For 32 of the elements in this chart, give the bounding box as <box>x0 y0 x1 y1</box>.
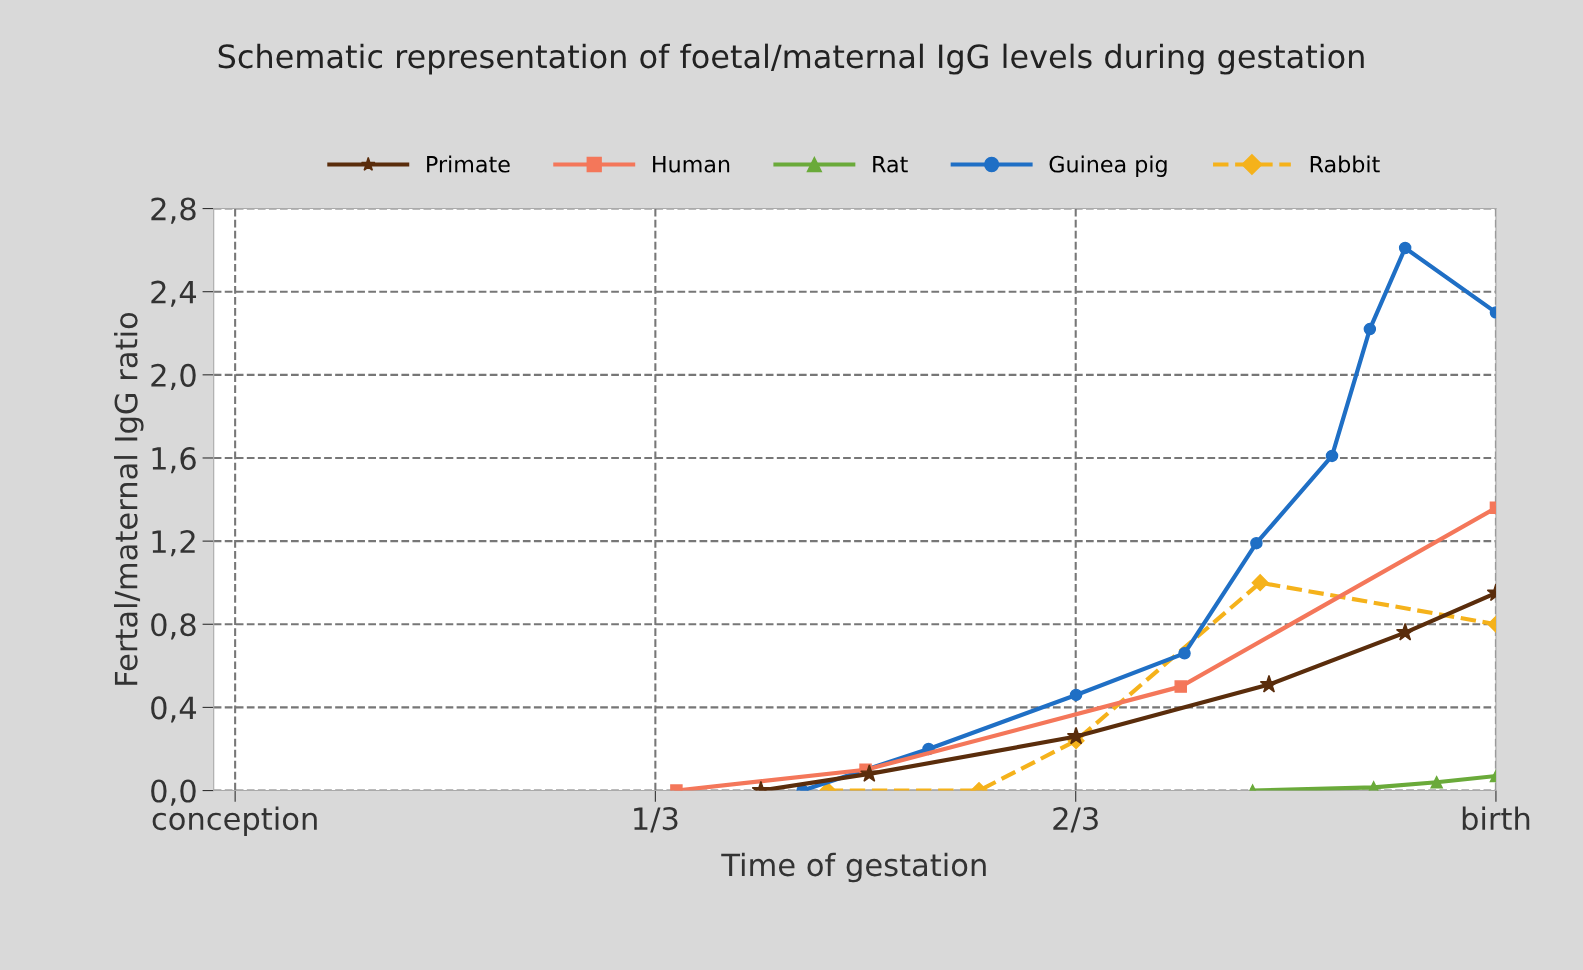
legend-label: Human <box>653 156 730 173</box>
y-tick-label: 0,4 <box>151 696 197 723</box>
x-tick-label: conception <box>152 806 317 837</box>
x-tick-label: 2/3 <box>1053 807 1098 833</box>
y-tick-label: 2,0 <box>151 363 196 390</box>
point <box>1250 536 1263 550</box>
x-tick-label: birth <box>1462 806 1530 831</box>
point <box>1069 688 1083 702</box>
point <box>1251 574 1269 592</box>
legend-label: Rat <box>873 156 908 173</box>
legend-label: Rabbit <box>1310 155 1380 173</box>
point <box>1178 647 1191 660</box>
point <box>1398 241 1412 255</box>
point <box>1174 680 1187 693</box>
point <box>1395 622 1415 641</box>
point <box>1259 674 1279 693</box>
y-tick-label: 2,8 <box>151 197 196 224</box>
x-axis-title: Time of gestation <box>721 852 986 883</box>
chart-title: Schematic representation of foetal/maternal IgG levels during gestation <box>218 43 1364 75</box>
y-axis-title: Fertal/maternal IgG ratio <box>114 312 144 685</box>
point <box>1430 775 1443 789</box>
y-tick-label: 1,2 <box>152 530 195 557</box>
x-tick-label: 1/3 <box>634 807 678 833</box>
y-tick-label: 1,6 <box>152 446 196 474</box>
point <box>860 764 879 782</box>
y-tick-label: 2,4 <box>151 280 197 307</box>
y-tick-label: 0,0 <box>151 779 196 806</box>
y-tick-label: 0,8 <box>151 613 196 640</box>
legend-label: Primate <box>427 155 510 173</box>
legend-label: Guinea pig <box>1049 155 1167 177</box>
point <box>1325 449 1339 463</box>
point <box>1363 322 1377 336</box>
